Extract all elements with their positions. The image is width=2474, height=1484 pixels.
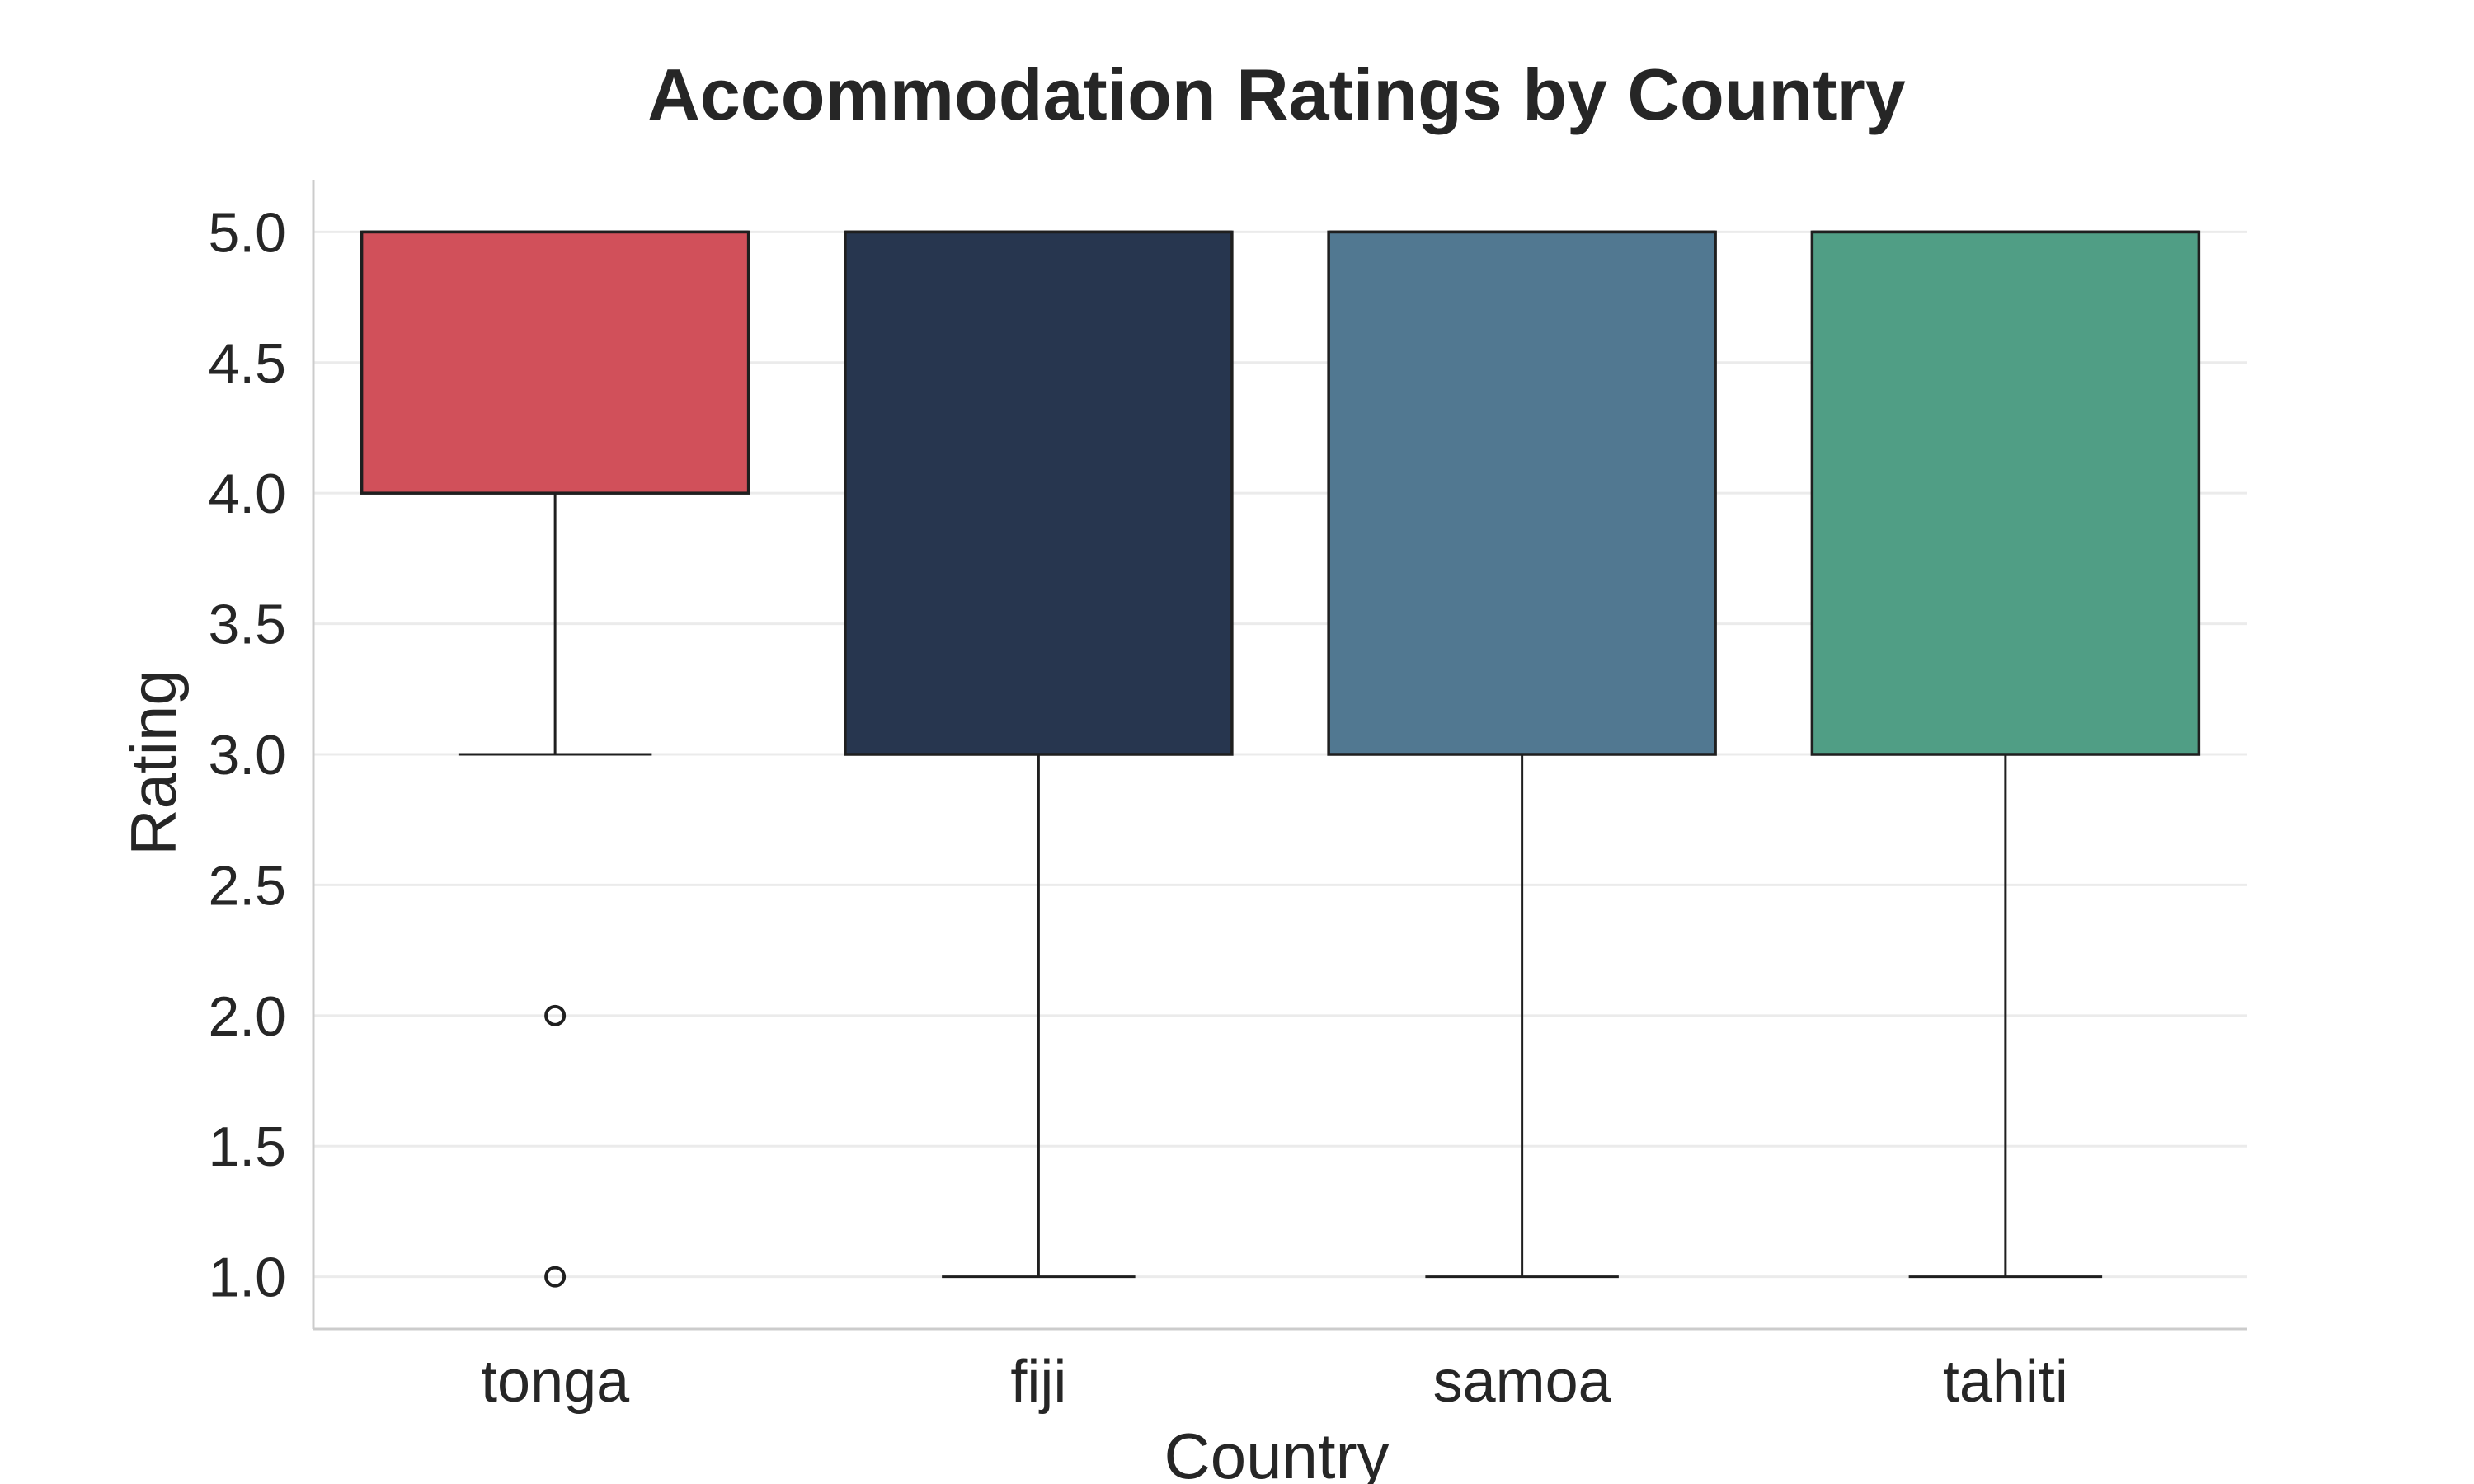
- box-body: [360, 230, 750, 495]
- x-tick-labels: tonga fiji samoa tahiti: [481, 1349, 2068, 1415]
- box-body: [1810, 230, 2201, 756]
- box-tonga: [360, 230, 750, 1288]
- y-tick-labels: 1.0 1.5 2.0 2.5 3.0 3.5 4.0 4.5 5.0: [208, 201, 286, 1308]
- x-tick-label: tahiti: [1943, 1349, 2068, 1415]
- y-tick-label: 3.0: [208, 724, 286, 787]
- outlier-point: [544, 1266, 567, 1288]
- x-axis-label: Country: [1164, 1420, 1389, 1484]
- y-tick-label: 4.0: [208, 463, 286, 525]
- axes-layer: [312, 180, 2247, 1331]
- x-tick-label: tonga: [481, 1349, 630, 1415]
- box-layer: [360, 230, 2201, 1288]
- y-tick-label: 2.0: [208, 985, 286, 1048]
- box-body: [844, 230, 1234, 756]
- box-fiji: [844, 230, 1234, 1279]
- x-tick-label: fiji: [1010, 1349, 1066, 1415]
- box-tahiti: [1810, 230, 2201, 1279]
- y-tick-label: 1.0: [208, 1247, 286, 1309]
- y-tick-label: 3.5: [208, 594, 286, 656]
- y-tick-label: 5.0: [208, 201, 286, 264]
- y-tick-label: 1.5: [208, 1115, 286, 1178]
- y-tick-label: 4.5: [208, 332, 286, 395]
- x-tick-label: samoa: [1433, 1349, 1612, 1415]
- outlier-point: [544, 1004, 567, 1026]
- y-axis-label: Rating: [117, 669, 190, 855]
- box-body: [1327, 230, 1717, 756]
- chart-title: Accommodation Ratings by Country: [647, 54, 1905, 135]
- box-samoa: [1327, 230, 1717, 1279]
- y-tick-label: 2.5: [208, 854, 286, 917]
